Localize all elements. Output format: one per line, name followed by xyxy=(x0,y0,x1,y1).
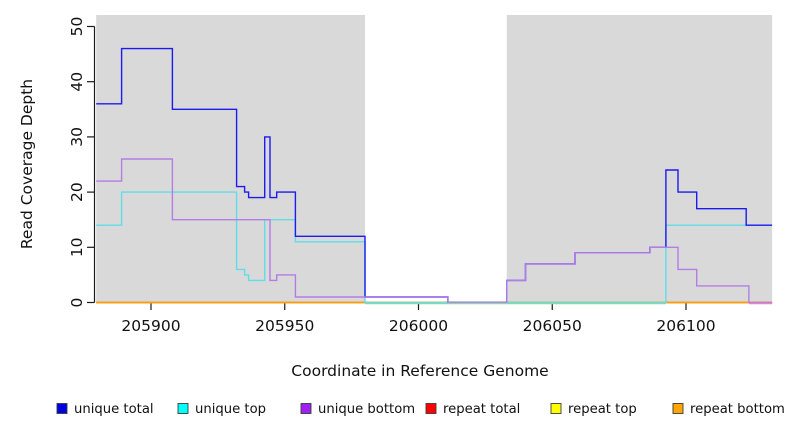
legend-label: unique top xyxy=(195,402,266,417)
legend-label: unique total xyxy=(74,402,154,417)
series-unique-total xyxy=(96,47,773,304)
legend-item: unique top xyxy=(177,402,266,417)
y-axis-label: Read Coverage Depth xyxy=(18,78,36,250)
legend-label: repeat top xyxy=(568,402,637,417)
legend-swatch-repeat-bottom xyxy=(672,403,684,414)
legend-item: unique total xyxy=(56,402,154,417)
legend-label: unique bottom xyxy=(318,402,415,417)
legend-item: repeat total xyxy=(425,402,520,417)
x-tick-label: 206050 xyxy=(523,317,582,335)
x-tick-label: 206000 xyxy=(389,317,448,335)
legend-label: repeat bottom xyxy=(690,402,785,417)
y-tick-label: 0 xyxy=(68,298,86,308)
legend-item: unique bottom xyxy=(300,402,415,417)
y-tick-label: 30 xyxy=(68,127,86,147)
x-tick-label: 205950 xyxy=(255,317,314,335)
legend-swatch-repeat-top xyxy=(550,403,562,414)
legend-swatch-repeat-total xyxy=(425,403,437,414)
y-tick-label: 10 xyxy=(68,237,86,257)
legend-item: repeat bottom xyxy=(672,402,785,417)
x-tick-label: 206100 xyxy=(656,317,715,335)
legend-label: repeat total xyxy=(443,402,520,417)
series-unique-top xyxy=(96,191,773,304)
legend-swatch-unique-bottom xyxy=(300,403,312,414)
legend-swatch-unique-top xyxy=(177,403,189,414)
x-tick-label: 205900 xyxy=(121,317,180,335)
repeat-region-shading xyxy=(506,15,773,304)
x-axis-label: Coordinate in Reference Genome xyxy=(291,362,549,380)
legend-swatch-unique-total xyxy=(56,403,68,414)
series-unique-bottom xyxy=(96,158,773,304)
legend-item: repeat top xyxy=(550,402,637,417)
y-tick-label: 50 xyxy=(68,17,86,37)
y-tick-label: 40 xyxy=(68,72,86,92)
y-tick-label: 20 xyxy=(68,182,86,202)
